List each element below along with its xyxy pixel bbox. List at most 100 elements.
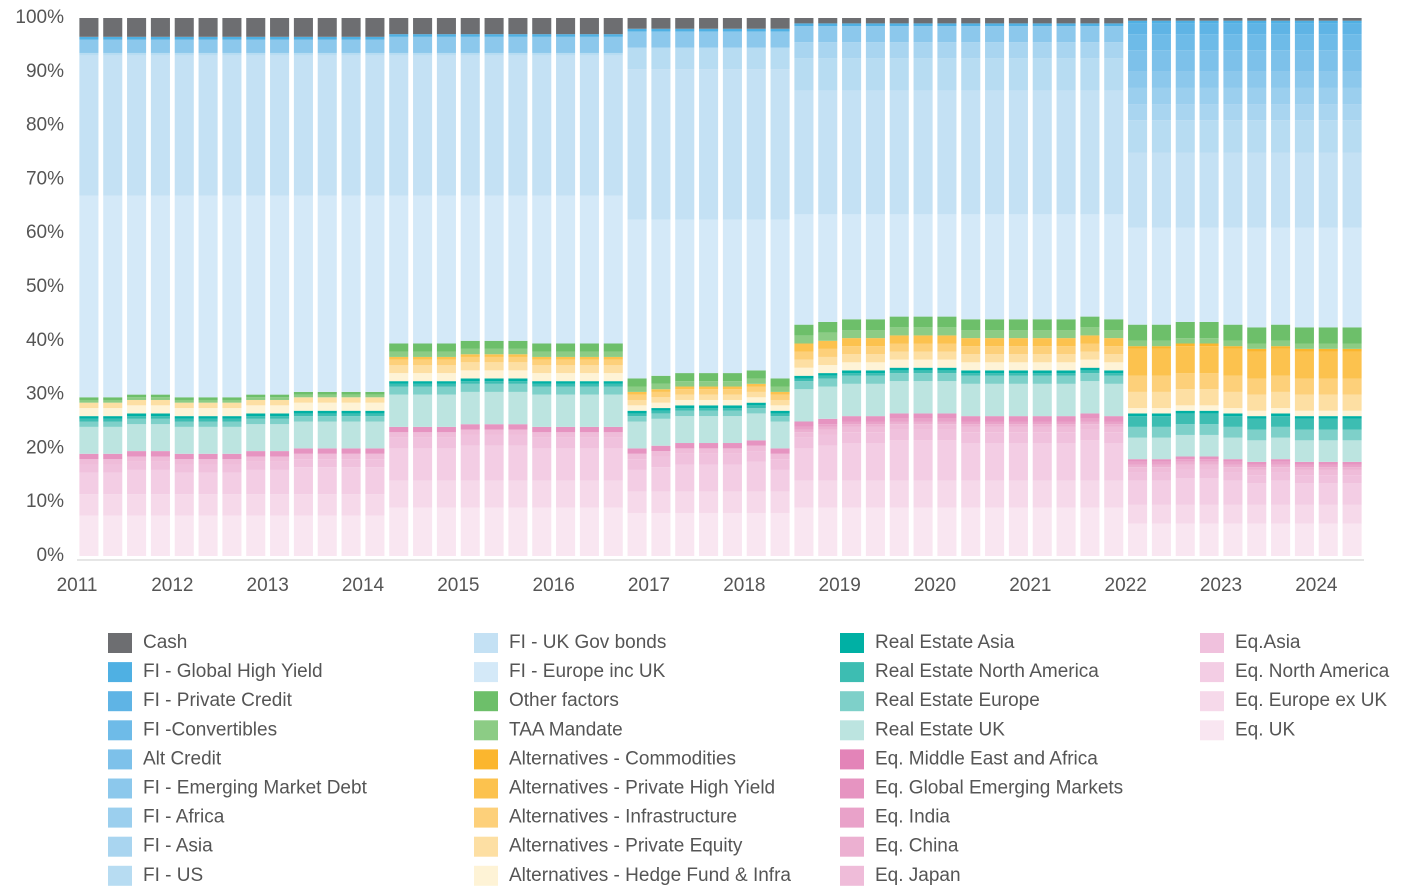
bar-segment <box>222 416 242 419</box>
legend-label: FI - Emerging Market Debt <box>143 778 368 799</box>
bar-segment <box>103 421 123 427</box>
bar-segment <box>1247 483 1267 505</box>
bar-segment <box>460 480 480 508</box>
bar-segment <box>1032 507 1052 556</box>
bar-segment <box>1151 348 1171 376</box>
bar-segment <box>1104 426 1124 433</box>
legend-label: Eq. Global Emerging Markets <box>875 778 1123 799</box>
bar-segment <box>913 23 933 27</box>
bar-segment <box>889 335 909 344</box>
bar-segment <box>150 195 170 395</box>
bar-segment <box>1294 523 1314 556</box>
bar-segment <box>1151 152 1171 228</box>
bar-segment <box>1008 354 1028 363</box>
bar-segment <box>1032 480 1052 508</box>
bar-segment <box>174 408 194 417</box>
bar-segment <box>770 69 790 220</box>
bar-segment <box>508 18 528 35</box>
bar-segment <box>699 69 719 220</box>
bar-segment <box>1056 426 1076 433</box>
bar-segment <box>246 456 266 462</box>
bar-segment <box>985 432 1005 444</box>
bar-segment <box>889 370 909 374</box>
bar-segment <box>127 469 147 495</box>
bar-segment <box>508 370 528 379</box>
bar-segment <box>508 340 528 349</box>
bar-segment <box>1008 319 1028 331</box>
bar-segment <box>651 410 671 414</box>
bar-segment <box>794 335 814 344</box>
bar-segment <box>246 424 266 452</box>
bar-segment <box>150 469 170 495</box>
bar-segment <box>865 424 885 427</box>
y-tick-label: 0% <box>37 545 65 566</box>
bar-segment <box>1271 413 1291 417</box>
legend-swatch <box>108 836 132 857</box>
bar-segment <box>627 413 647 417</box>
bar-segment <box>913 373 933 382</box>
bar-segment <box>937 335 957 344</box>
bar-segment <box>1294 71 1314 88</box>
bar-segment <box>1128 523 1148 556</box>
bar-segment <box>913 335 933 344</box>
bar-segment <box>460 381 480 384</box>
bar-segment <box>174 418 194 422</box>
bar-segment <box>222 515 242 556</box>
bar-segment <box>1342 348 1362 352</box>
bar-segment <box>1008 416 1028 422</box>
bar-segment <box>1271 504 1291 524</box>
bar-segment <box>365 36 385 40</box>
bar-segment <box>1128 18 1148 21</box>
bar-segment <box>651 402 671 409</box>
bar-segment <box>1342 378 1362 395</box>
bar-segment <box>889 421 909 425</box>
bar-segment <box>103 52 123 56</box>
bar-segment <box>1056 354 1076 363</box>
bar-segment <box>1294 440 1314 462</box>
bar-segment <box>1175 321 1195 339</box>
bar-segment <box>293 18 313 37</box>
bar-segment <box>1294 475 1314 484</box>
bar-segment <box>150 413 170 417</box>
bar-segment <box>246 418 266 425</box>
bar-segment <box>603 437 623 449</box>
bar-segment <box>937 424 957 430</box>
bar-segment <box>818 434 838 446</box>
bar-segment <box>794 381 814 390</box>
bar-segment <box>1104 319 1124 331</box>
bar-segment <box>508 381 528 384</box>
bar-segment <box>985 362 1005 371</box>
bar-segment <box>842 370 862 374</box>
bar-segment <box>842 319 862 331</box>
bar-segment <box>532 381 552 384</box>
bar-segment <box>1032 362 1052 371</box>
bar-segment <box>675 512 695 556</box>
bar-segment <box>293 515 313 556</box>
bar-segment <box>150 394 170 398</box>
bar-segment <box>770 416 790 422</box>
bar-segment <box>1175 424 1195 435</box>
bar-segment <box>317 421 337 449</box>
bar-segment <box>675 405 695 409</box>
bar-segment <box>1151 50 1171 72</box>
bar-segment <box>818 386 838 419</box>
bar-segment <box>127 55 147 196</box>
bar-segment <box>103 402 123 409</box>
bar-segment <box>865 214 885 320</box>
bar-segment <box>127 416 147 419</box>
bar-segment <box>508 36 528 53</box>
bar-segment <box>1223 504 1243 524</box>
bar-segment <box>1032 23 1052 27</box>
bar-segment <box>436 36 456 53</box>
bar-segment <box>1271 34 1291 51</box>
legend-swatch <box>108 691 132 712</box>
bar-segment <box>1104 424 1124 427</box>
bar-segment <box>603 34 623 37</box>
bar-segment <box>1342 50 1362 72</box>
bar-segment <box>1247 152 1267 228</box>
bar-segment <box>699 389 719 395</box>
bar-segment <box>865 375 885 384</box>
bar-segment <box>794 378 814 382</box>
bar-segment <box>1128 50 1148 72</box>
bar-segment <box>1199 405 1219 411</box>
